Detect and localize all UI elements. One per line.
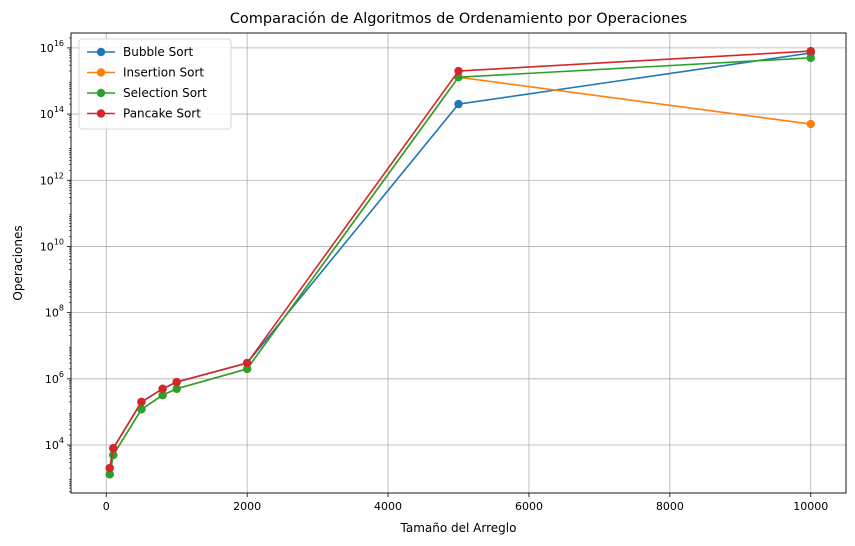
data-point (242, 358, 252, 368)
series-line (108, 50, 811, 469)
x-tick-label: 8000 (656, 500, 684, 513)
data-point (105, 463, 114, 473)
legend-entry: Insertion Sort (87, 66, 204, 80)
x-tick-label: 0 (103, 500, 110, 513)
legend-swatch-marker (96, 47, 106, 57)
data-point (806, 119, 815, 129)
series-layer (105, 46, 815, 479)
x-tick-label: 4000 (374, 500, 402, 513)
chart-title: Comparación de Algoritmos de Ordenamient… (230, 11, 687, 27)
data-point (105, 470, 114, 479)
y-tick-label: 1010 (40, 237, 64, 253)
legend-swatch-marker (96, 109, 106, 118)
data-point (172, 384, 181, 393)
y-tick-label: 1012 (40, 171, 64, 187)
legend-label: Selection Sort (123, 86, 207, 100)
series-pancake-sort (105, 46, 815, 473)
legend-entry: Selection Sort (87, 86, 207, 100)
data-point (172, 377, 181, 387)
data-point (137, 405, 146, 414)
legend-swatch-marker (96, 88, 106, 98)
data-point (158, 391, 167, 400)
data-point (454, 99, 463, 109)
data-point (109, 444, 118, 453)
y-tick-label: 1016 (40, 39, 64, 55)
data-point (806, 53, 815, 63)
legend-label: Insertion Sort (123, 66, 204, 80)
legend-entry: Pancake Sort (87, 107, 201, 121)
legend: Bubble Sort Insertion Sort Selection Sort P… (78, 38, 232, 130)
data-point (158, 384, 167, 393)
plot-frame (70, 32, 847, 494)
legend-swatch-marker (96, 68, 106, 77)
data-point (137, 397, 146, 407)
x-tick-label: 2000 (233, 500, 261, 513)
ticks: 0 2000 4000 6000 8000 10000 104 106 108 1010 1012 1… (40, 37, 828, 513)
y-tick-label: 106 (45, 370, 64, 386)
legend-label: Bubble Sort (123, 45, 193, 59)
grid (71, 33, 846, 493)
y-tick-label: 108 (45, 304, 64, 320)
series-line (108, 57, 811, 475)
data-point (806, 46, 815, 56)
data-point (242, 364, 252, 374)
legend-box (78, 38, 232, 130)
x-tick-label: 10000 (793, 500, 828, 513)
legend-label: Pancake Sort (123, 107, 201, 121)
data-point (454, 66, 463, 76)
y-tick-label: 1014 (40, 105, 64, 121)
x-axis-title: Tamaño del Arreglo (400, 521, 517, 535)
y-tick-label: 104 (45, 436, 64, 452)
x-tick-label: 6000 (515, 500, 543, 513)
y-axis-title: Operaciones (11, 225, 25, 300)
legend-entry: Bubble Sort (87, 45, 193, 59)
